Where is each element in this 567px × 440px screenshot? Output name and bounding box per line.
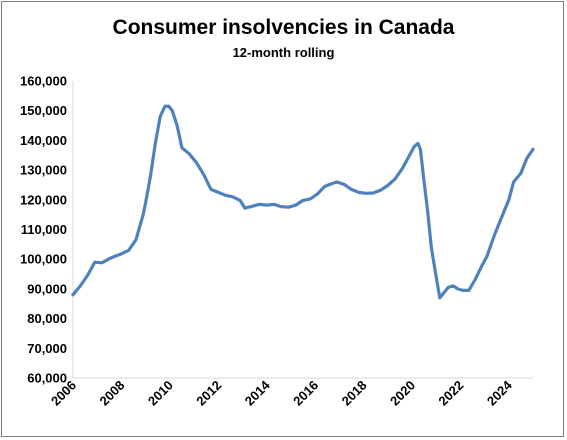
x-tick-label: 2010 — [145, 378, 176, 409]
y-tick-label: 120,000 — [20, 192, 67, 207]
x-axis-ticks: 2006 2008 2010 2012 2014 2016 2018 2020 2022 2024 — [48, 377, 515, 409]
y-tick-label: 130,000 — [20, 163, 67, 178]
x-tick-label: 2022 — [435, 378, 466, 409]
x-tick-label: 2020 — [387, 378, 418, 409]
series-layer — [71, 104, 535, 300]
y-tick-label: 150,000 — [20, 103, 67, 118]
y-tick-label: 70,000 — [27, 341, 67, 356]
x-tick-label: 2024 — [484, 377, 516, 409]
y-tick-label: 60,000 — [27, 371, 67, 386]
x-tick-label: 2018 — [339, 378, 370, 409]
x-tick-label: 2008 — [96, 378, 127, 409]
chart-subtitle: 12-month rolling — [232, 45, 335, 60]
y-tick-label: 140,000 — [20, 133, 67, 148]
x-tick-label: 2014 — [242, 377, 274, 409]
y-tick-label: 100,000 — [20, 252, 67, 267]
series-line — [71, 104, 535, 300]
chart-title: Consumer insolvencies in Canada — [112, 16, 455, 39]
y-tick-label: 160,000 — [20, 74, 67, 89]
y-axis-ticks: 60,000 70,000 80,000 90,000 100,000 110,000 12… — [20, 74, 67, 386]
axes — [72, 81, 533, 379]
y-tick-label: 110,000 — [21, 222, 67, 237]
y-tick-label: 90,000 — [27, 281, 67, 296]
x-tick-label: 2012 — [193, 378, 224, 409]
x-tick-label: 2016 — [290, 378, 321, 409]
y-tick-label: 80,000 — [27, 311, 67, 326]
